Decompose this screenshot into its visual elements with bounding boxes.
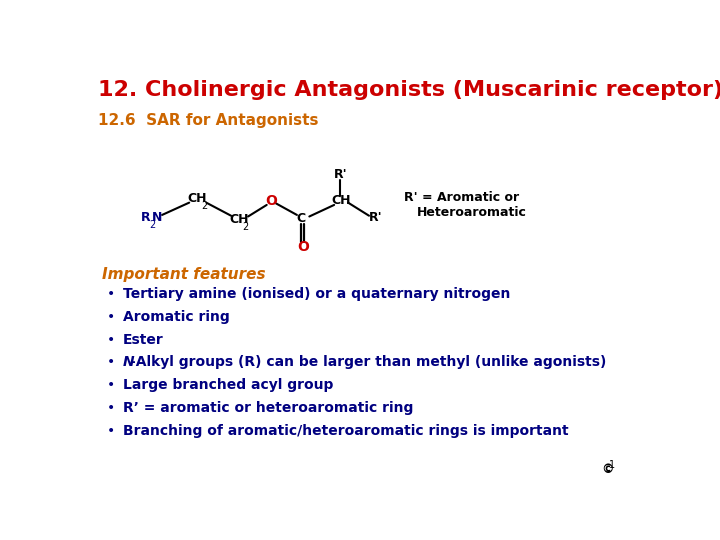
Text: O: O	[297, 240, 310, 253]
Text: Heteroaromatic: Heteroaromatic	[417, 206, 527, 219]
Text: Branching of aromatic/heteroaromatic rings is important: Branching of aromatic/heteroaromatic rin…	[122, 423, 568, 437]
Text: Ester: Ester	[122, 333, 163, 347]
Text: Large branched acyl group: Large branched acyl group	[122, 378, 333, 392]
Text: ©: ©	[601, 463, 614, 476]
Text: 1: 1	[608, 460, 615, 470]
Text: O: O	[265, 194, 277, 208]
Text: 2: 2	[243, 222, 249, 232]
Text: CH: CH	[230, 213, 249, 226]
Text: Aromatic ring: Aromatic ring	[122, 310, 229, 324]
Text: •: •	[107, 423, 115, 437]
Text: R’ = aromatic or heteroaromatic ring: R’ = aromatic or heteroaromatic ring	[122, 401, 413, 415]
Text: N: N	[122, 355, 134, 369]
Text: •: •	[107, 333, 115, 347]
Text: Tertiary amine (ionised) or a quaternary nitrogen: Tertiary amine (ionised) or a quaternary…	[122, 287, 510, 301]
Text: R' = Aromatic or: R' = Aromatic or	[404, 191, 519, 204]
Text: Important features: Important features	[102, 267, 265, 282]
Text: CH: CH	[188, 192, 207, 205]
Text: CH: CH	[332, 194, 351, 207]
Text: N: N	[152, 211, 163, 224]
Text: 2: 2	[149, 220, 155, 229]
Text: •: •	[107, 287, 115, 301]
Text: R': R'	[369, 211, 382, 224]
Text: -Alkyl groups (R) can be larger than methyl (unlike agonists): -Alkyl groups (R) can be larger than met…	[130, 355, 606, 369]
Text: R: R	[140, 211, 150, 224]
Text: 2: 2	[201, 201, 207, 211]
Text: •: •	[107, 310, 115, 324]
Text: •: •	[107, 355, 115, 369]
Text: •: •	[107, 401, 115, 415]
Text: R': R'	[334, 168, 348, 181]
Text: •: •	[107, 378, 115, 392]
Text: C: C	[296, 212, 305, 225]
Text: 12.6  SAR for Antagonists: 12.6 SAR for Antagonists	[98, 113, 318, 128]
Text: 12. Cholinergic Antagonists (Muscarinic receptor): 12. Cholinergic Antagonists (Muscarinic …	[98, 80, 720, 100]
